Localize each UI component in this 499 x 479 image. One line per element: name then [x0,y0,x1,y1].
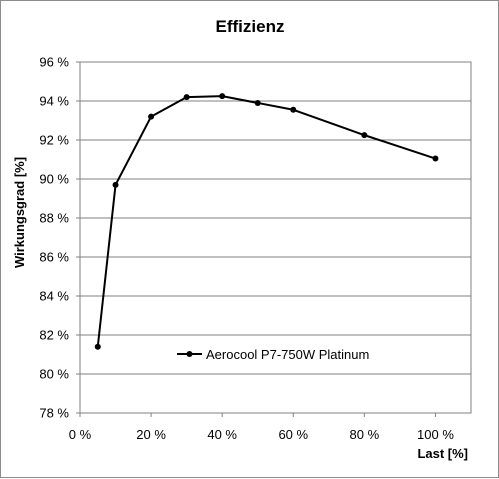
y-tick-label: 96 % [39,55,69,70]
data-point [183,94,190,101]
y-tick-label: 88 % [39,211,69,226]
data-point [432,155,439,162]
y-tick-label: 92 % [39,133,69,148]
x-axis-ticks: 0 % 20 % 40 % 60 % 80 % 100 % [69,413,454,442]
y-tick-label: 94 % [39,94,69,109]
series-layer [94,93,439,350]
data-point [94,343,101,350]
y-tick-label: 80 % [39,367,69,382]
x-tick-label: 60 % [278,427,308,442]
x-tick-label: 80 % [350,427,380,442]
y-tick-label: 90 % [39,172,69,187]
legend-point-marker [186,351,193,357]
y-axis-label: Wirkungsgrad [%] [12,157,27,268]
data-point [112,181,119,188]
y-tick-label: 86 % [39,250,69,265]
series-line-0 [96,95,436,347]
data-point [219,93,226,100]
chart-title: Effizienz [216,17,285,36]
data-point [148,113,155,120]
x-tick-label: 0 % [69,427,92,442]
legend-entry: Aerocool P7-750W Platinum [206,347,369,362]
x-tick-label: 100 % [417,427,454,442]
data-point [361,132,368,139]
x-tick-label: 20 % [136,427,166,442]
data-point [290,106,297,113]
data-point [254,99,261,106]
y-tick-label: 84 % [39,289,69,304]
legend: Aerocool P7-750W Platinum [177,347,369,362]
plot-area [79,61,472,414]
y-tick-label: 78 % [39,406,69,421]
y-axis-ticks: 78 % 80 % 82 % 84 % 86 % 88 % 90 % 92 % 94 % 96 % [39,55,80,421]
y-tick-label: 82 % [39,328,69,343]
x-tick-label: 40 % [207,427,237,442]
x-axis-label: Last [%] [417,446,468,461]
